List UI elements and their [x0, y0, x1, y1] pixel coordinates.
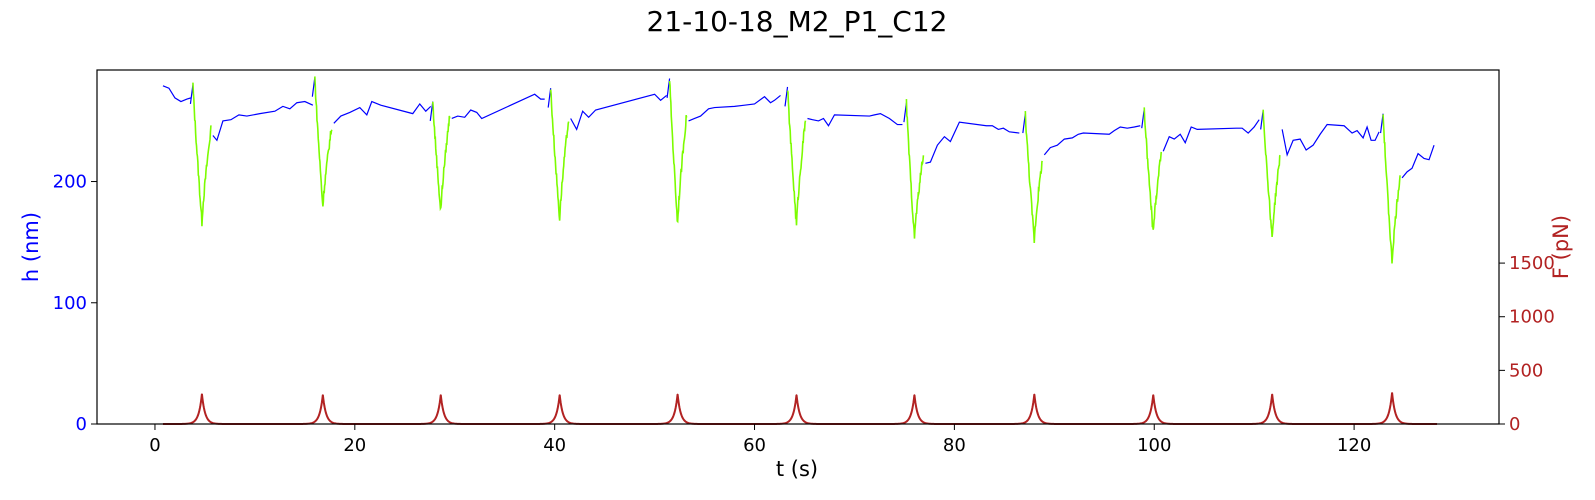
left-y-tick-label: 0 [76, 414, 87, 435]
approach-series-line [431, 101, 451, 212]
x-tick-label: 80 [943, 435, 966, 456]
force-peak-point [201, 393, 203, 395]
force-peak-point [795, 394, 798, 396]
plot-frame [96, 69, 1500, 425]
force-peak-point [1391, 392, 1393, 394]
force-peak-point [1271, 393, 1273, 395]
height-series-line [784, 86, 789, 107]
right-y-tick-label: 500 [1509, 360, 1543, 381]
right-y-tick-label: 0 [1509, 414, 1520, 435]
approach-series-line [192, 82, 212, 227]
left-y-tick-label: 200 [53, 172, 87, 193]
force-peak-point [676, 393, 679, 395]
force-peak-point [559, 394, 561, 396]
height-series-line [1401, 144, 1435, 179]
right-axis-title: F (pN) [1549, 215, 1573, 279]
height-series-line [570, 93, 667, 131]
approach-series-line [905, 99, 925, 239]
height-series-line [925, 121, 1020, 164]
height-series-line [451, 93, 545, 120]
approach-series-line [549, 89, 570, 221]
force-peak-point [440, 394, 442, 396]
height-series-line [333, 100, 432, 124]
chart-title: 21-10-18_M2_P1_C12 [647, 5, 948, 38]
approach-series-line [1024, 111, 1044, 244]
left-y-tick-label: 100 [53, 293, 87, 314]
height-series-line [688, 94, 781, 122]
force-peak-point [1033, 393, 1035, 395]
height-series-line [807, 113, 903, 127]
x-tick-label: 100 [1137, 435, 1171, 456]
approach-series-line [786, 90, 807, 226]
height-series-line [1043, 125, 1141, 156]
force-peak-point [322, 394, 324, 396]
height-series-line [162, 85, 192, 103]
force-peak-point [913, 394, 916, 396]
approach-series-line [668, 80, 688, 224]
plot-area [162, 76, 1438, 425]
x-tick-label: 60 [743, 435, 766, 456]
x-axis-title: t (s) [776, 457, 818, 481]
force-peak-point [1152, 394, 1154, 396]
height-series-line [212, 100, 314, 142]
height-series-line [1162, 119, 1260, 152]
x-tick-label: 120 [1337, 435, 1371, 456]
x-tick-label: 0 [149, 435, 160, 456]
right-y-tick-label: 1500 [1509, 253, 1555, 274]
approach-series-line [1262, 109, 1281, 238]
force-series-line [162, 392, 1438, 425]
approach-series-line [1382, 114, 1401, 264]
approach-series-line [314, 76, 333, 207]
axes: 0 20 40 60 80 100 120 0 100 200 0 500 1000 1500 [53, 172, 1555, 456]
left-axis-title: h (nm) [19, 212, 43, 282]
approach-series-line [1143, 107, 1163, 230]
x-tick-label: 40 [543, 435, 566, 456]
right-y-tick-label: 1000 [1509, 307, 1555, 328]
x-tick-label: 20 [343, 435, 366, 456]
height-series-line [1281, 123, 1380, 157]
